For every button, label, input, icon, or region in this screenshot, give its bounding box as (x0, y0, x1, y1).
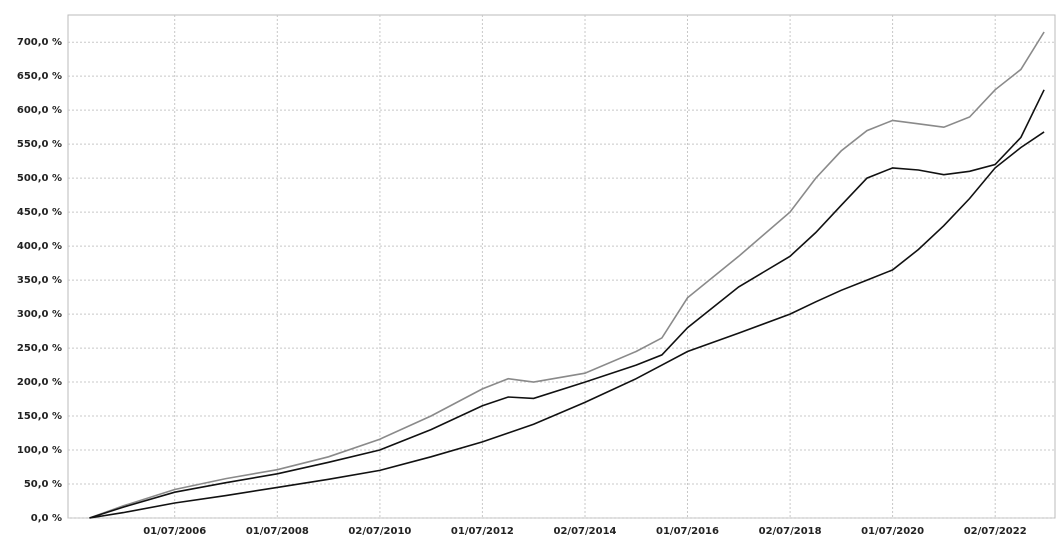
y-tick-label: 100,0 % (17, 445, 62, 456)
series-line (89, 31, 1045, 519)
y-tick-label: 300,0 % (17, 309, 62, 320)
y-tick-label: 200,0 % (17, 377, 62, 388)
y-tick-label: 50,0 % (24, 479, 62, 490)
y-tick-label: 650,0 % (17, 71, 62, 82)
series-line (89, 131, 1045, 519)
y-tick-label: 700,0 % (17, 37, 62, 48)
y-tick-label: 400,0 % (17, 241, 62, 252)
series-line (89, 89, 1045, 519)
x-tick-label: 01/07/2016 (656, 526, 719, 537)
y-tick-label: 350,0 % (17, 275, 62, 286)
x-tick-label: 02/07/2010 (348, 526, 411, 537)
x-tick-label: 01/07/2006 (143, 526, 206, 537)
x-tick-label: 01/07/2012 (451, 526, 514, 537)
x-tick-label: 01/07/2008 (246, 526, 309, 537)
y-tick-label: 550,0 % (17, 139, 62, 150)
y-tick-label: 150,0 % (17, 411, 62, 422)
y-tick-label: 600,0 % (17, 105, 62, 116)
x-tick-label: 02/07/2022 (964, 526, 1027, 537)
y-tick-label: 0,0 % (31, 513, 62, 524)
y-tick-label: 250,0 % (17, 343, 62, 354)
x-tick-label: 02/07/2018 (759, 526, 822, 537)
y-tick-label: 500,0 % (17, 173, 62, 184)
y-tick-label: 450,0 % (17, 207, 62, 218)
x-tick-label: 02/07/2014 (554, 526, 617, 537)
plot-frame (67, 14, 1056, 519)
x-tick-label: 01/07/2020 (861, 526, 924, 537)
